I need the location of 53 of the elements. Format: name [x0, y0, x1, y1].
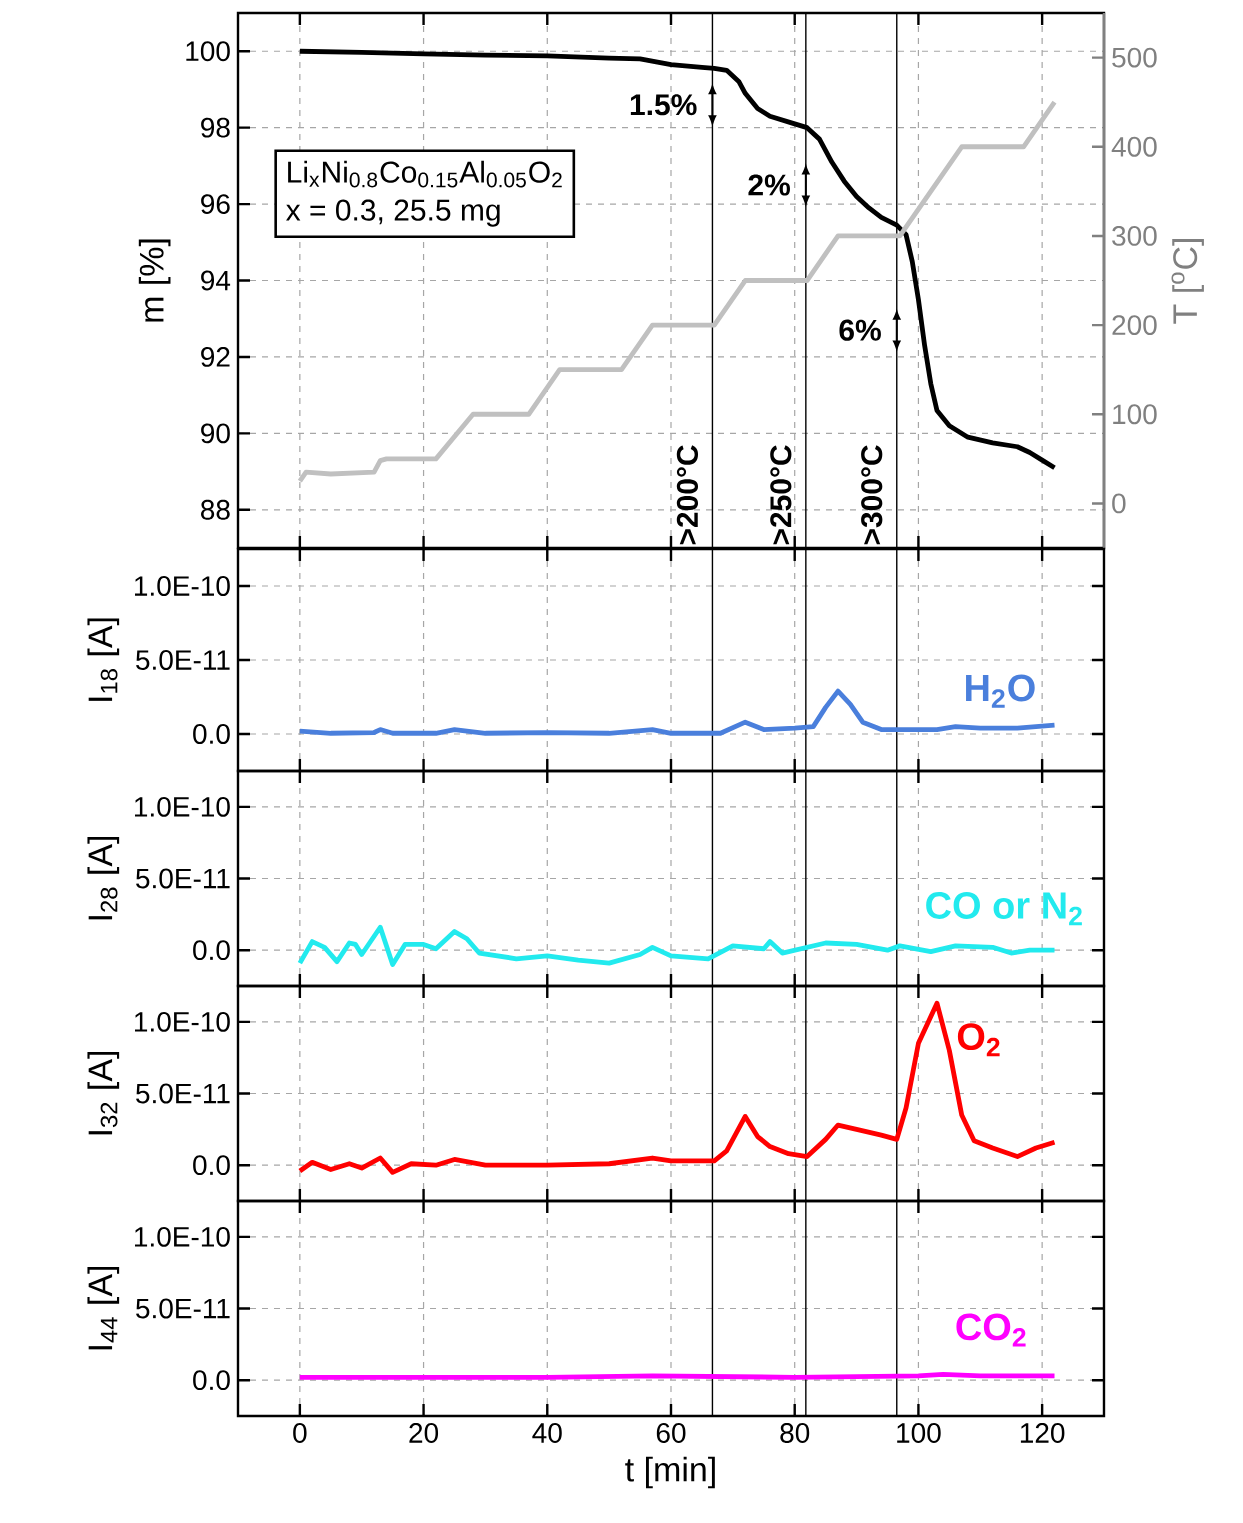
y-tick-label: 0.0: [193, 940, 230, 961]
y-tick-label: 100: [186, 41, 230, 62]
x-tick-label: 40: [532, 1423, 562, 1443]
y2-axis-title: T [$^{o}$C]: [1171, 238, 1204, 324]
ref-line-label: >300°C: [861, 445, 883, 545]
annotation: 6%: [839, 319, 881, 341]
y-tick-label: 5.0E-11: [136, 1298, 230, 1319]
x-tick-label: 80: [780, 1423, 810, 1443]
series-label: CO$_{2}$: [956, 1313, 1026, 1347]
y-tick-label: 90: [201, 423, 230, 444]
annotation: 1.5%: [630, 94, 697, 116]
text: Li$_{x}$Ni$_{0.8}$Co$_{0.15}$Al$_{0.05}$O$_{2}$: [288, 160, 562, 188]
y-axis-title: m [%]: [138, 239, 171, 322]
y-tick-label: 5.0E-11: [136, 868, 230, 889]
series-label: H$_{2}$O: [966, 674, 1035, 708]
y-tick-label: 94: [201, 270, 231, 291]
ref-line-label: >250°C: [770, 445, 792, 545]
y2-tick-label: 400: [1111, 136, 1157, 157]
y-axis-title: I$_{32}$ [A]: [87, 1051, 120, 1135]
y-tick-label: 0.0: [193, 1155, 230, 1176]
x-tick-label: 100: [897, 1423, 941, 1443]
y-tick-label: 1.0E-10: [135, 1226, 230, 1247]
x-tick-label: 0: [293, 1423, 307, 1443]
annotation: x = 0.3, 25.5 mg: [286, 199, 500, 227]
x-tick-label: 120: [1020, 1423, 1065, 1443]
y2-tick-label: 500: [1112, 47, 1157, 68]
x-tick-label: 20: [409, 1423, 439, 1443]
y-tick-label: 5.0E-11: [136, 1083, 230, 1104]
annotation: 2%: [748, 174, 790, 196]
x-axis-title: t [min]: [625, 1456, 715, 1489]
y-tick-label: 98: [201, 117, 230, 138]
series-label: CO or N$_{2}$: [926, 892, 1082, 926]
y-tick-label: 88: [201, 499, 230, 520]
y2-tick-label: 0: [1112, 493, 1126, 514]
y2-tick-label: 100: [1113, 404, 1157, 425]
y-axis-title: I$_{44}$ [A]: [87, 1266, 120, 1350]
y-tick-label: 1.0E-10: [135, 1011, 230, 1032]
y2-tick-label: 200: [1112, 315, 1157, 336]
y-tick-label: 1.0E-10: [135, 576, 230, 596]
y-tick-label: 0.0: [193, 1370, 230, 1391]
y-tick-label: 5.0E-11: [136, 650, 230, 670]
ref-line-label: >200°C: [676, 445, 699, 545]
line-series: [297, 924, 1057, 967]
y-axis-title: I$_{18}$ [A]: [87, 618, 120, 701]
x-tick-label: 60: [656, 1423, 686, 1443]
y-axis-title: I$_{28}$ [A]: [87, 836, 120, 920]
y-tick-label: 92: [201, 347, 230, 367]
y2-tick-label: 300: [1112, 226, 1157, 246]
y-tick-label: 96: [201, 194, 230, 215]
series-label: O$_{2}$: [957, 1023, 1000, 1057]
y-tick-label: 1.0E-10: [135, 796, 230, 817]
y-tick-label: 0.0: [193, 724, 230, 744]
line-series: [297, 1000, 1057, 1175]
